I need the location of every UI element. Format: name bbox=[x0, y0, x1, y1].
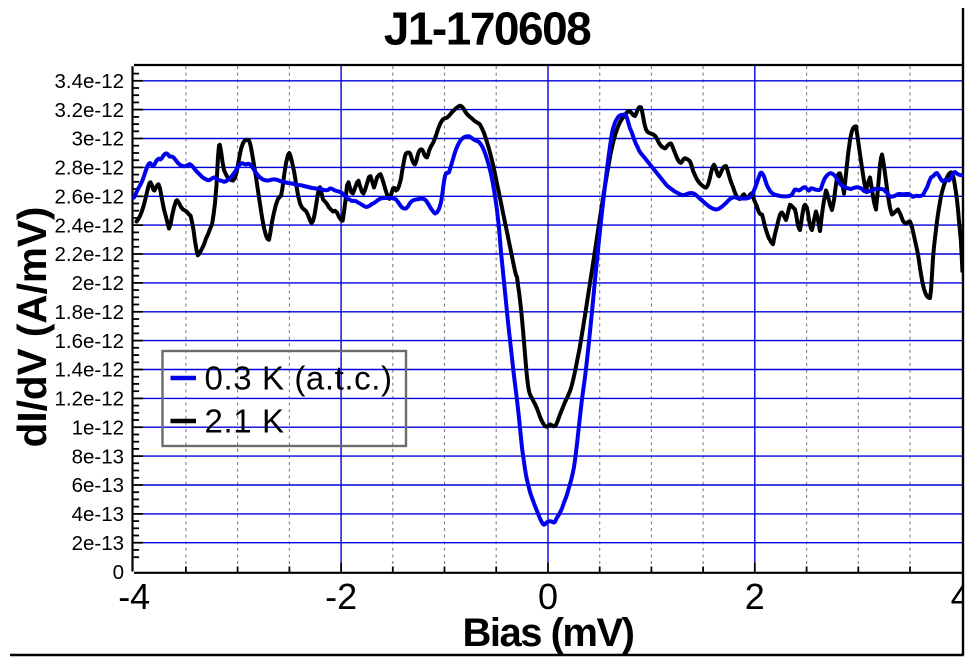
svg-text:2.6e-12: 2.6e-12 bbox=[54, 186, 124, 209]
svg-text:2: 2 bbox=[745, 576, 765, 617]
svg-text:2e-12: 2e-12 bbox=[72, 272, 124, 295]
svg-text:1.2e-12: 1.2e-12 bbox=[54, 388, 124, 411]
svg-text:0.3 K (a.t.c.): 0.3 K (a.t.c.) bbox=[205, 360, 393, 397]
svg-text:8e-13: 8e-13 bbox=[72, 445, 124, 468]
svg-text:1e-12: 1e-12 bbox=[72, 416, 124, 439]
svg-text:1.6e-12: 1.6e-12 bbox=[54, 330, 124, 353]
svg-text:0: 0 bbox=[538, 576, 558, 617]
svg-text:4e-13: 4e-13 bbox=[72, 503, 124, 526]
svg-text:4: 4 bbox=[951, 576, 971, 617]
svg-text:-4: -4 bbox=[118, 576, 150, 617]
svg-text:3e-12: 3e-12 bbox=[72, 128, 124, 151]
svg-text:0: 0 bbox=[113, 561, 124, 584]
svg-text:1.8e-12: 1.8e-12 bbox=[54, 301, 124, 324]
svg-text:6e-13: 6e-13 bbox=[72, 474, 124, 497]
svg-text:J1-170608: J1-170608 bbox=[384, 3, 591, 55]
svg-text:Bias (mV): Bias (mV) bbox=[463, 611, 634, 655]
svg-text:-2: -2 bbox=[325, 576, 357, 617]
svg-text:3.4e-12: 3.4e-12 bbox=[54, 70, 124, 93]
svg-text:2.8e-12: 2.8e-12 bbox=[54, 157, 124, 180]
svg-text:2.2e-12: 2.2e-12 bbox=[54, 243, 124, 266]
svg-text:2e-13: 2e-13 bbox=[72, 532, 124, 555]
svg-text:dI/dV (A/mV): dI/dV (A/mV) bbox=[9, 207, 55, 448]
svg-text:2.4e-12: 2.4e-12 bbox=[54, 214, 124, 237]
svg-text:2.1 K: 2.1 K bbox=[205, 403, 285, 440]
svg-text:3.2e-12: 3.2e-12 bbox=[54, 99, 124, 122]
svg-text:1.4e-12: 1.4e-12 bbox=[54, 359, 124, 382]
